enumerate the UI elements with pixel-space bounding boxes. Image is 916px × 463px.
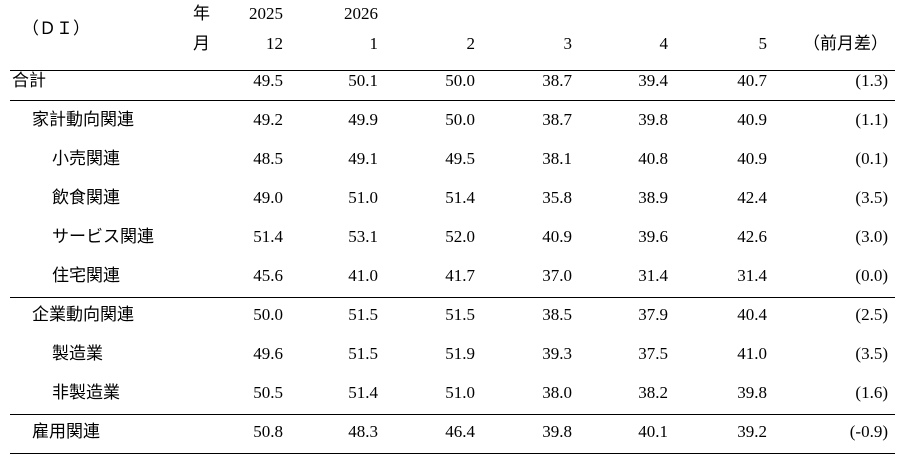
row-label: 企業動向関連 <box>32 305 134 324</box>
cell: 37.9 <box>638 305 668 324</box>
cell: 50.0 <box>445 110 475 129</box>
cell: 38.0 <box>542 383 572 402</box>
diff-cell: (1.6) <box>855 383 888 402</box>
row-label: 飲食関連 <box>52 188 120 207</box>
row-label: 小売関連 <box>52 149 120 168</box>
cell: 46.4 <box>445 422 475 441</box>
cell: 49.0 <box>253 188 283 207</box>
row-label: 住宅関連 <box>52 266 120 285</box>
diff-cell: (2.5) <box>855 305 888 324</box>
year: 2025 <box>249 4 283 23</box>
cell: 38.2 <box>638 383 668 402</box>
cell: 48.5 <box>253 149 283 168</box>
cell: 40.1 <box>638 422 668 441</box>
cell: 50.1 <box>348 71 378 90</box>
cell: 50.0 <box>253 305 283 324</box>
cell: 40.9 <box>737 149 767 168</box>
unit-label: （ＤＩ） <box>22 19 90 38</box>
month: 4 <box>660 34 669 53</box>
diff-cell: (0.0) <box>855 266 888 285</box>
cell: 39.8 <box>542 422 572 441</box>
row-label: 雇用関連 <box>32 422 100 441</box>
cell: 49.5 <box>253 71 283 90</box>
cell: 49.9 <box>348 110 378 129</box>
cell: 50.0 <box>445 71 475 90</box>
row-label: 製造業 <box>52 344 103 363</box>
cell: 39.2 <box>737 422 767 441</box>
month: 3 <box>564 34 573 53</box>
row-label: 家計動向関連 <box>32 110 134 129</box>
cell: 53.1 <box>348 227 378 246</box>
cell: 39.4 <box>638 71 668 90</box>
diff-cell: (3.5) <box>855 188 888 207</box>
diff-cell: (3.5) <box>855 344 888 363</box>
cell: 38.7 <box>542 71 572 90</box>
cell: 51.4 <box>348 383 378 402</box>
cell: 39.6 <box>638 227 668 246</box>
cell: 40.8 <box>638 149 668 168</box>
cell: 45.6 <box>253 266 283 285</box>
cell: 39.3 <box>542 344 572 363</box>
diff-cell: (1.3) <box>855 71 888 90</box>
cell: 50.5 <box>253 383 283 402</box>
month: 5 <box>759 34 768 53</box>
cell: 51.4 <box>253 227 283 246</box>
cell: 40.9 <box>737 110 767 129</box>
diff-cell: (3.0) <box>855 227 888 246</box>
cell: 41.7 <box>445 266 475 285</box>
cell: 37.0 <box>542 266 572 285</box>
diff-cell: (1.1) <box>855 110 888 129</box>
cell: 31.4 <box>737 266 767 285</box>
row-label: 合計 <box>12 71 46 90</box>
year-label: 年 <box>193 4 210 23</box>
cell: 49.2 <box>253 110 283 129</box>
cell: 38.1 <box>542 149 572 168</box>
cell: 39.8 <box>638 110 668 129</box>
cell: 37.5 <box>638 344 668 363</box>
cell: 51.5 <box>348 305 378 324</box>
cell: 31.4 <box>638 266 668 285</box>
cell: 51.5 <box>445 305 475 324</box>
cell: 49.1 <box>348 149 378 168</box>
cell: 51.0 <box>348 188 378 207</box>
cell: 35.8 <box>542 188 572 207</box>
month-label: 月 <box>193 34 210 53</box>
cell: 51.5 <box>348 344 378 363</box>
cell: 40.4 <box>737 305 767 324</box>
year: 2026 <box>344 4 378 23</box>
cell: 52.0 <box>445 227 475 246</box>
cell: 42.4 <box>737 188 767 207</box>
cell: 51.0 <box>445 383 475 402</box>
diff-cell: (-0.9) <box>850 422 888 441</box>
cell: 38.9 <box>638 188 668 207</box>
diff-cell: (0.1) <box>855 149 888 168</box>
cell: 40.7 <box>737 71 767 90</box>
cell: 41.0 <box>737 344 767 363</box>
cell: 50.8 <box>253 422 283 441</box>
cell: 49.5 <box>445 149 475 168</box>
month: 1 <box>370 34 379 53</box>
cell: 38.7 <box>542 110 572 129</box>
cell: 51.9 <box>445 344 475 363</box>
month: 12 <box>266 34 283 53</box>
cell: 49.6 <box>253 344 283 363</box>
diff-header: （前月差） <box>803 34 888 53</box>
cell: 51.4 <box>445 188 475 207</box>
cell: 41.0 <box>348 266 378 285</box>
cell: 48.3 <box>348 422 378 441</box>
cell: 39.8 <box>737 383 767 402</box>
cell: 40.9 <box>542 227 572 246</box>
row-label: 非製造業 <box>52 383 120 402</box>
month: 2 <box>467 34 476 53</box>
row-label: サービス関連 <box>52 227 154 246</box>
cell: 38.5 <box>542 305 572 324</box>
cell: 42.6 <box>737 227 767 246</box>
